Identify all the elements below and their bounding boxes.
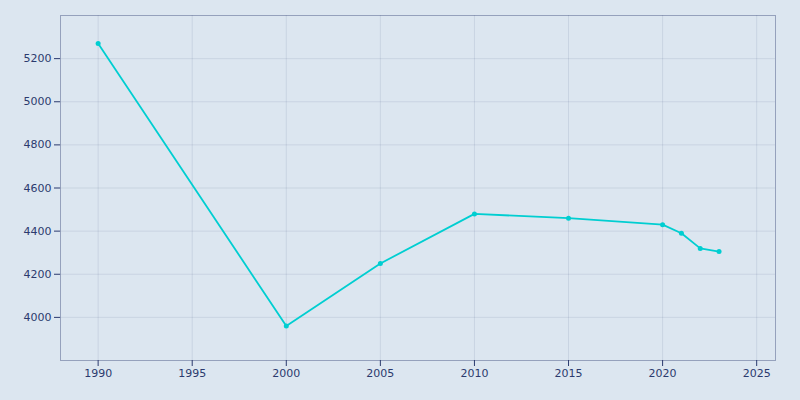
svg-text:1990: 1990 [84, 367, 112, 380]
svg-text:5000: 5000 [24, 95, 52, 108]
svg-text:1995: 1995 [178, 367, 206, 380]
svg-text:2010: 2010 [460, 367, 488, 380]
svg-text:2020: 2020 [649, 367, 677, 380]
svg-text:4200: 4200 [24, 268, 52, 281]
svg-text:4400: 4400 [24, 225, 52, 238]
svg-text:2025: 2025 [743, 367, 771, 380]
svg-text:5200: 5200 [24, 52, 52, 65]
svg-text:4800: 4800 [24, 138, 52, 151]
svg-text:4600: 4600 [24, 182, 52, 195]
svg-text:4000: 4000 [24, 311, 52, 324]
svg-text:2005: 2005 [366, 367, 394, 380]
svg-text:2015: 2015 [555, 367, 583, 380]
svg-text:2000: 2000 [272, 367, 300, 380]
